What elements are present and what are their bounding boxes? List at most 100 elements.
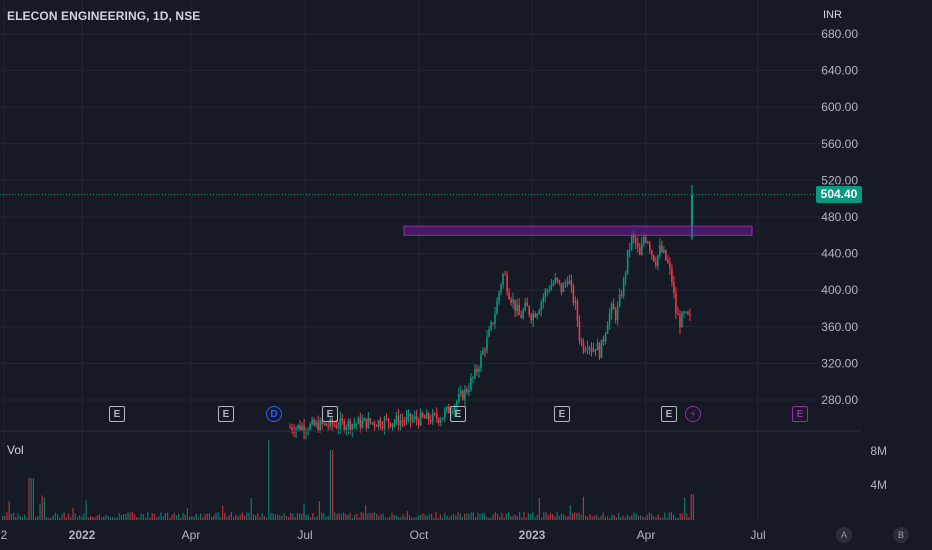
volume-bar — [292, 513, 294, 520]
volume-bar — [585, 515, 587, 520]
volume-bar — [32, 478, 34, 520]
volume-bar — [70, 516, 72, 520]
price-tick-label: 320.00 — [821, 356, 858, 370]
volume-bar — [450, 515, 452, 520]
volume-bar — [147, 511, 149, 520]
volume-bar — [657, 514, 659, 520]
candle-body — [315, 422, 317, 426]
candle-body — [327, 425, 329, 427]
volume-bar — [644, 517, 646, 520]
volume-bar — [626, 514, 628, 520]
volume-bar — [365, 504, 367, 520]
candle-body — [321, 420, 323, 425]
candle-body — [522, 310, 524, 318]
earnings-event-icon[interactable]: E — [450, 406, 466, 422]
volume-bar — [226, 516, 228, 520]
candle-body — [480, 354, 482, 369]
log-scale-button[interactable]: B — [893, 527, 909, 543]
candle-body — [387, 418, 390, 423]
volume-bar — [679, 513, 681, 520]
candle-body — [500, 284, 502, 292]
auto-scale-button[interactable]: A — [836, 527, 852, 543]
volume-bar — [294, 516, 296, 520]
dividend-event-icon[interactable]: D — [266, 406, 282, 422]
volume-label[interactable]: Vol — [7, 443, 24, 457]
resistance-zone[interactable] — [403, 225, 753, 236]
volume-bar — [156, 517, 158, 520]
earnings-event-icon[interactable]: E — [218, 406, 234, 422]
candle-body — [393, 421, 396, 424]
volume-bar — [536, 514, 538, 520]
earnings-event-icon[interactable]: E — [554, 406, 570, 422]
candle-body — [431, 413, 434, 422]
candle-body — [624, 272, 627, 279]
lightning-event-icon[interactable]: ⚡ — [685, 406, 701, 422]
candle-body — [602, 339, 605, 342]
candle-body — [634, 237, 637, 244]
candle-body — [375, 425, 378, 427]
candle-body — [311, 419, 313, 424]
candle-body — [429, 420, 432, 422]
volume-bar — [596, 514, 598, 520]
price-axis[interactable]: 680.00 640.00 600.00 560.00 520.00 480.00 440.… — [821, 27, 858, 407]
time-axis[interactable]: 2 2022 Apr Jul Oct 2023 Apr Jul — [1, 528, 766, 542]
time-tick-label: 2 — [1, 528, 8, 542]
time-tick-label: Oct — [410, 528, 429, 542]
volume-bar — [202, 517, 204, 520]
candle-body — [510, 299, 512, 303]
earnings-event-icon[interactable]: E — [661, 406, 677, 422]
candle-body — [524, 302, 526, 311]
candle-body — [546, 290, 549, 292]
candle-body — [554, 277, 557, 284]
candle-body — [520, 314, 522, 318]
volume-bar — [191, 516, 193, 520]
candle-body — [506, 274, 508, 293]
candle-body — [365, 418, 368, 428]
volume-bar — [6, 512, 8, 520]
symbol-title[interactable]: ELECON ENGINEERING, 1D, NSE — [7, 9, 201, 23]
candle-body — [439, 419, 442, 423]
candle-body — [345, 427, 348, 431]
volume-bar — [554, 516, 556, 520]
candle-body — [667, 259, 669, 263]
candle-body — [630, 234, 633, 249]
volume-bar — [527, 512, 529, 520]
price-tick-label: 680.00 — [821, 27, 858, 41]
volume-bar — [13, 512, 15, 520]
volume-bar — [28, 478, 30, 520]
candle-body — [644, 237, 647, 242]
candle-body — [293, 430, 295, 433]
time-tick-label: Jul — [750, 528, 765, 542]
candle-body — [361, 420, 364, 428]
volume-bar — [642, 516, 644, 520]
future-earnings-event-icon[interactable]: E — [792, 406, 808, 422]
volume-bar — [230, 512, 232, 520]
volume-bar — [653, 516, 655, 520]
volume-bar — [129, 512, 131, 520]
candle-body — [427, 412, 430, 421]
volume-bar — [373, 512, 375, 520]
candle-body — [661, 245, 663, 252]
candle-body — [572, 286, 575, 304]
volume-bar — [98, 514, 100, 520]
volume-bar — [578, 512, 580, 520]
volume-bar — [433, 517, 435, 520]
price-tick-label: 640.00 — [821, 64, 858, 78]
candle-body — [562, 284, 565, 292]
earnings-event-icon[interactable]: E — [109, 406, 125, 422]
volume-bar — [378, 515, 380, 520]
candle-body — [550, 285, 553, 290]
candle-body — [377, 420, 380, 427]
volume-bar — [173, 512, 175, 520]
volume-bar — [334, 512, 336, 520]
candle-body — [295, 428, 297, 433]
candle-body — [353, 423, 356, 425]
earnings-event-icon[interactable]: E — [322, 406, 338, 422]
volume-bar — [219, 517, 221, 520]
volume-bar — [54, 512, 56, 520]
volume-bar — [391, 512, 393, 520]
volume-bar — [428, 514, 430, 520]
volume-bar — [305, 514, 307, 520]
volume-bar — [382, 513, 384, 520]
